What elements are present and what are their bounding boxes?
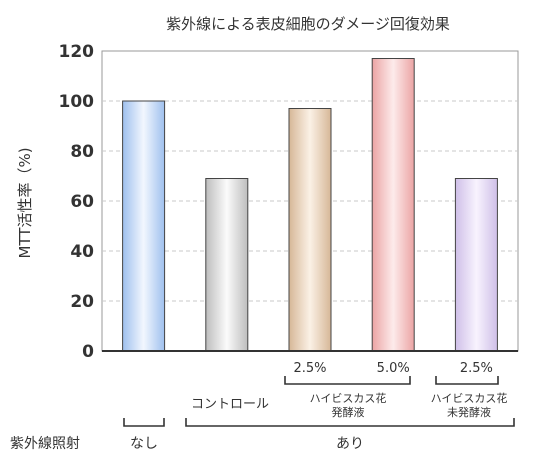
gridlines	[102, 100, 518, 302]
concentration-labels: 2.5% 5.0% 2.5%	[293, 361, 492, 376]
bar	[122, 100, 166, 352]
bracket-fermented	[284, 376, 411, 385]
concentration-label: 2.5%	[460, 361, 493, 376]
bracket-uv-no	[123, 418, 165, 427]
y-tick-label: 40	[70, 242, 94, 262]
bar	[371, 58, 415, 352]
bar	[288, 108, 332, 352]
y-tick-label: 100	[59, 92, 95, 112]
label-control: コントロール	[191, 397, 269, 412]
uv-no-label: なし	[130, 436, 158, 452]
y-tick-label: 20	[70, 292, 94, 312]
chart-title: 紫外線による表皮細胞のダメージ回復効果	[166, 15, 450, 33]
y-tick-labels: 0 20 40 60 80 100 120	[59, 42, 95, 362]
label-unfermented-line2: 未発酵液	[447, 405, 491, 419]
bar	[454, 178, 498, 352]
bar	[205, 178, 249, 352]
bracket-unfermented	[435, 376, 499, 385]
label-fermented-line1: ハイビスカス花	[310, 392, 387, 405]
concentration-label: 5.0%	[377, 361, 410, 376]
y-axis-label: MTT活性率（%)	[16, 147, 34, 258]
label-unfermented-line1: ハイビスカス花	[431, 392, 508, 405]
y-tick-label: 80	[70, 142, 94, 162]
y-tick-label: 60	[70, 192, 94, 212]
bracket-uv-yes	[185, 418, 515, 427]
uv-irradiation-label: 紫外線照射	[10, 436, 80, 452]
concentration-label: 2.5%	[293, 361, 326, 376]
y-tick-label: 0	[82, 342, 94, 362]
bars	[122, 58, 498, 352]
label-fermented-line2: 発酵液	[332, 405, 365, 419]
uv-yes-label: あり	[336, 436, 364, 452]
y-tick-label: 120	[59, 42, 95, 62]
